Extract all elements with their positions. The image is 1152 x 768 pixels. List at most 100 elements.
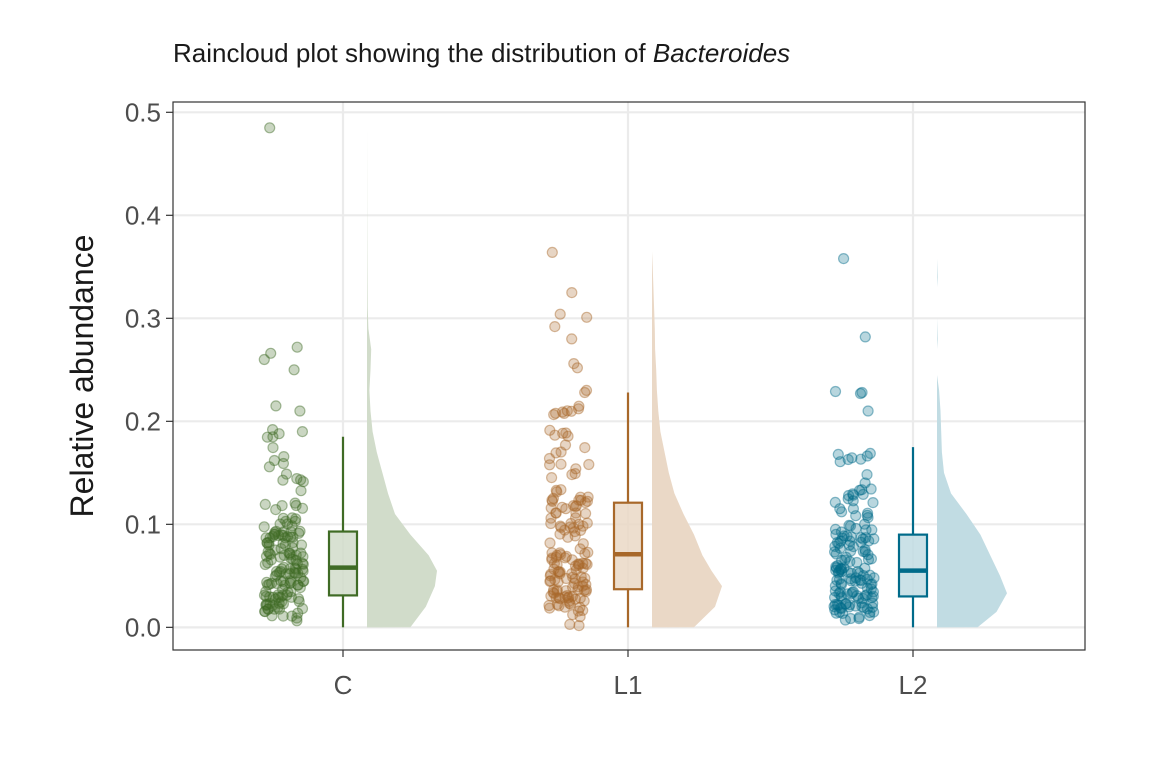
data-point bbox=[267, 431, 279, 443]
data-point bbox=[847, 488, 859, 500]
data-point bbox=[855, 531, 867, 544]
data-point bbox=[835, 602, 848, 615]
data-point bbox=[258, 589, 271, 601]
data-point bbox=[832, 448, 844, 460]
data-point bbox=[272, 589, 284, 601]
data-point bbox=[845, 587, 858, 600]
data-point bbox=[573, 559, 585, 572]
data-point bbox=[844, 520, 857, 532]
data-point bbox=[573, 518, 585, 530]
data-point bbox=[259, 605, 271, 618]
data-point bbox=[263, 536, 275, 549]
data-point bbox=[544, 575, 556, 588]
data-point bbox=[547, 584, 560, 596]
data-point bbox=[563, 595, 575, 607]
data-point bbox=[861, 603, 874, 615]
data-point bbox=[550, 507, 562, 519]
x-tick-label: L2 bbox=[899, 670, 928, 700]
data-point bbox=[275, 542, 287, 555]
data-point bbox=[294, 405, 306, 417]
data-point bbox=[267, 599, 279, 612]
data-point bbox=[580, 585, 592, 598]
y-axis: 0.0 0.1 0.2 0.3 0.4 0.5 bbox=[125, 97, 173, 642]
data-point bbox=[834, 542, 846, 554]
data-point bbox=[580, 578, 592, 591]
data-point bbox=[859, 477, 871, 489]
data-point bbox=[296, 557, 309, 570]
data-point bbox=[829, 585, 842, 597]
box-L2 bbox=[897, 533, 929, 598]
data-point bbox=[574, 611, 586, 623]
data-point bbox=[838, 530, 850, 542]
data-point bbox=[276, 563, 288, 575]
data-point bbox=[270, 504, 282, 516]
data-point bbox=[562, 531, 574, 543]
data-point bbox=[830, 562, 843, 574]
data-point bbox=[836, 565, 848, 578]
data-point bbox=[292, 579, 304, 591]
data-point bbox=[546, 495, 559, 507]
data-point bbox=[854, 387, 867, 400]
data-point bbox=[567, 500, 580, 512]
box-L1 bbox=[612, 501, 644, 591]
plot-panel-border bbox=[172, 101, 1086, 651]
data-point bbox=[284, 577, 296, 590]
data-point bbox=[553, 566, 565, 578]
data-point bbox=[283, 547, 295, 559]
data-point bbox=[290, 499, 302, 512]
data-point bbox=[834, 586, 847, 598]
data-point bbox=[845, 575, 857, 587]
data-point bbox=[835, 526, 848, 538]
data-point bbox=[834, 456, 846, 468]
data-point bbox=[831, 536, 844, 549]
data-point bbox=[866, 601, 879, 613]
data-point bbox=[544, 424, 556, 436]
data-point bbox=[284, 547, 296, 559]
data-point bbox=[546, 547, 558, 559]
data-point bbox=[269, 528, 281, 540]
y-tick-label: 0.3 bbox=[125, 303, 161, 333]
data-point bbox=[832, 567, 845, 579]
data-point bbox=[833, 566, 845, 578]
data-point bbox=[543, 599, 555, 612]
data-point bbox=[296, 502, 309, 514]
data-point bbox=[849, 575, 861, 587]
data-point bbox=[279, 539, 291, 551]
data-point bbox=[271, 577, 283, 590]
data-point bbox=[865, 583, 877, 595]
data-point bbox=[844, 612, 857, 625]
chart-title-prefix: Raincloud plot showing the distribution … bbox=[173, 38, 653, 68]
data-point bbox=[270, 400, 282, 412]
data-point bbox=[829, 598, 841, 611]
data-point bbox=[868, 533, 880, 545]
data-point bbox=[854, 574, 866, 586]
data-point bbox=[845, 531, 857, 543]
data-point bbox=[274, 518, 286, 530]
data-point bbox=[833, 606, 846, 618]
data-point bbox=[581, 495, 594, 507]
data-point bbox=[548, 563, 560, 575]
data-point bbox=[846, 586, 859, 598]
data-point bbox=[569, 525, 581, 538]
data-point bbox=[835, 562, 847, 575]
data-point bbox=[555, 458, 567, 470]
data-point bbox=[278, 526, 290, 538]
data-point bbox=[290, 549, 302, 561]
data-point bbox=[265, 347, 277, 359]
data-point bbox=[565, 405, 578, 417]
data-point bbox=[546, 494, 558, 506]
data-point bbox=[554, 568, 566, 580]
data-point bbox=[545, 512, 557, 524]
data-point bbox=[291, 557, 303, 570]
data-point bbox=[267, 424, 279, 436]
data-point bbox=[284, 563, 296, 575]
data-point bbox=[555, 446, 567, 458]
data-point bbox=[567, 608, 579, 621]
data-point bbox=[262, 557, 274, 569]
data-point bbox=[286, 512, 298, 524]
data-point bbox=[287, 536, 299, 549]
data-point bbox=[563, 597, 576, 609]
data-point bbox=[577, 604, 589, 617]
data-point bbox=[549, 574, 561, 586]
data-point bbox=[567, 522, 580, 534]
